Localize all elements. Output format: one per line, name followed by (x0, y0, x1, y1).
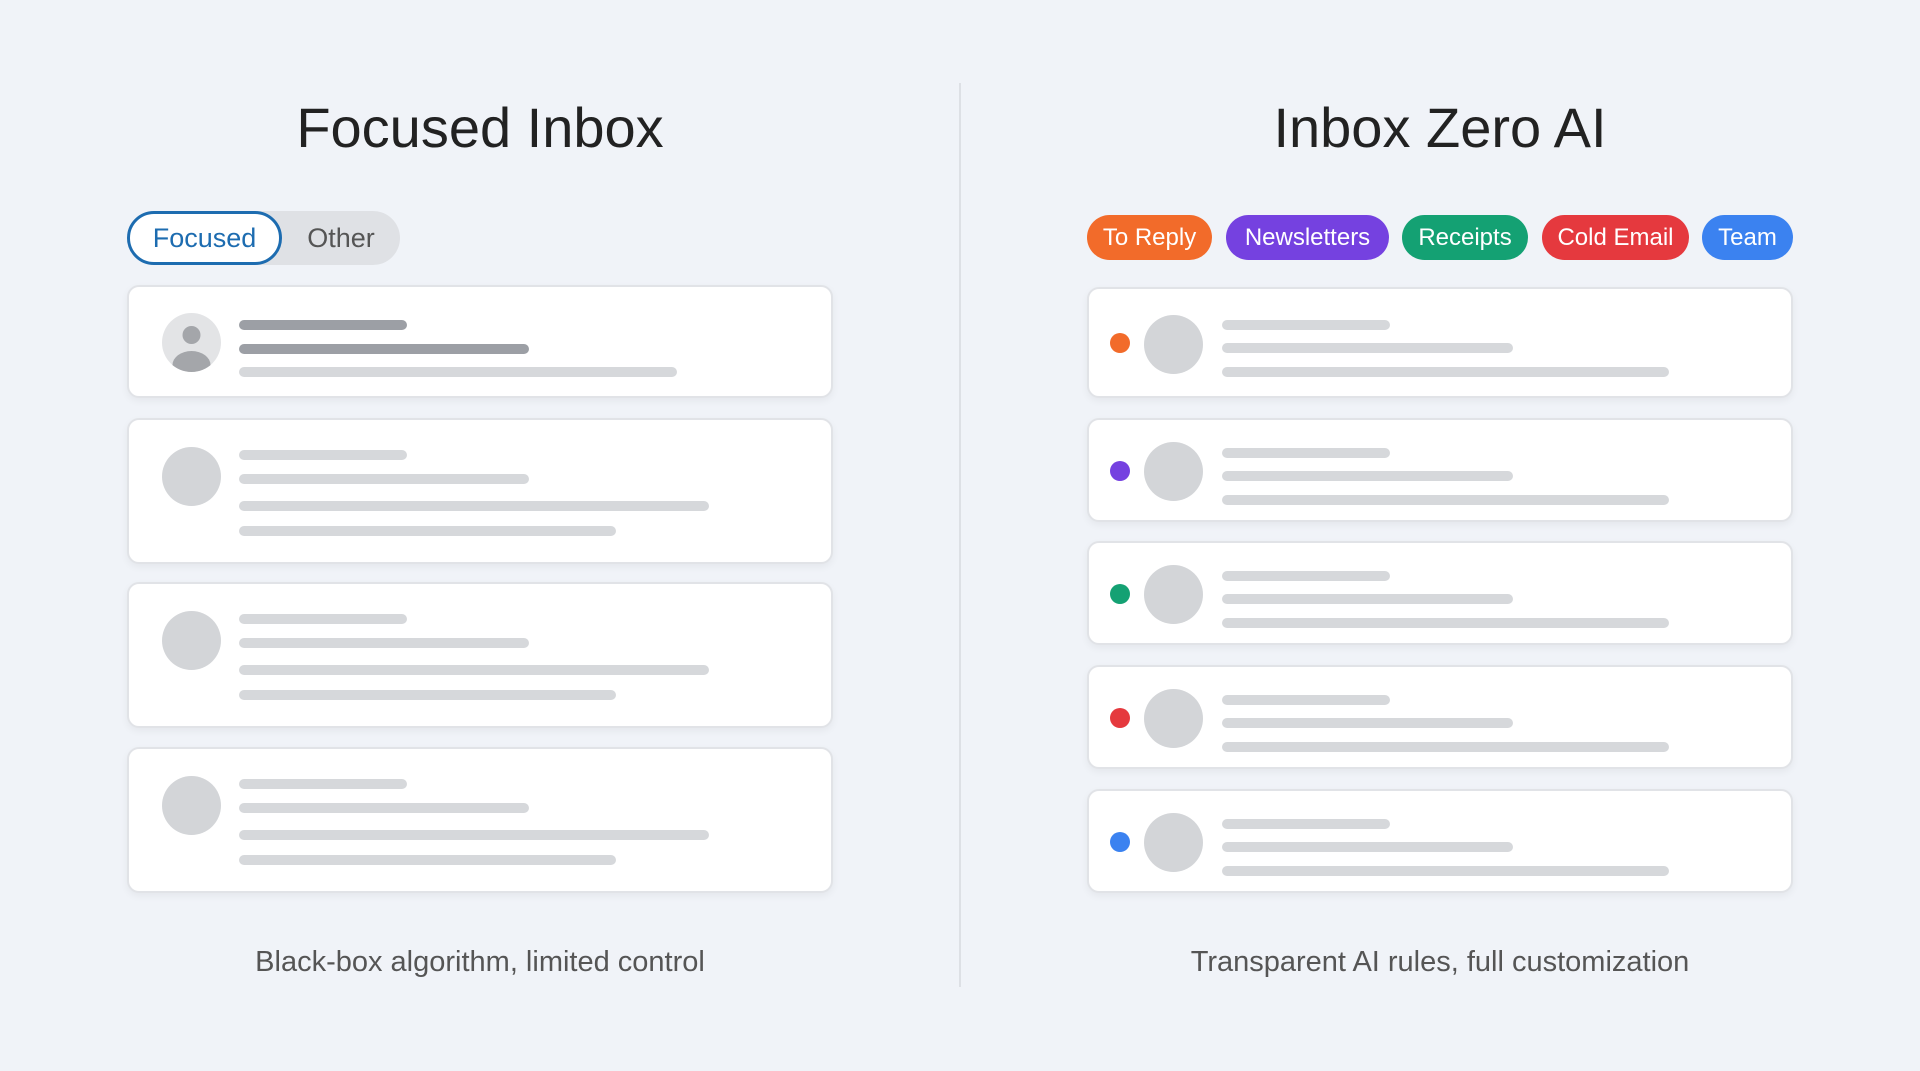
label-chip-newsletters[interactable]: Newsletters (1226, 215, 1389, 260)
divider (959, 83, 961, 987)
avatar (1144, 565, 1203, 624)
label-dot (1110, 708, 1130, 728)
text-placeholder-line (1222, 448, 1390, 458)
text-placeholder-line (239, 690, 616, 700)
label-dot (1110, 832, 1130, 852)
text-placeholder-line (1222, 742, 1669, 752)
avatar (1144, 689, 1203, 748)
label-chip-cold-email[interactable]: Cold Email (1542, 215, 1689, 260)
text-placeholder-line (239, 638, 529, 648)
tab-other[interactable]: Other (307, 222, 375, 253)
email-card[interactable] (127, 747, 833, 893)
text-placeholder-line (239, 779, 407, 789)
text-placeholder-line (1222, 718, 1513, 728)
text-placeholder-line (239, 344, 529, 354)
email-card[interactable] (1087, 665, 1793, 769)
text-placeholder-line (239, 320, 407, 330)
text-placeholder-line (239, 474, 529, 484)
text-placeholder-line (1222, 594, 1513, 604)
text-placeholder-line (1222, 866, 1669, 876)
text-placeholder-line (239, 803, 529, 813)
label-chip-to-reply[interactable]: To Reply (1087, 215, 1212, 260)
text-placeholder-line (239, 855, 616, 865)
email-card[interactable] (127, 418, 833, 564)
right-caption: Transparent AI rules, full customization (1190, 946, 1690, 978)
email-card[interactable] (1087, 287, 1793, 398)
text-placeholder-line (239, 501, 709, 511)
label-dot (1110, 584, 1130, 604)
label-chip-receipts[interactable]: Receipts (1402, 215, 1528, 260)
text-placeholder-line (1222, 495, 1669, 505)
avatar (1144, 315, 1203, 374)
inbox-zero-title: Inbox Zero AI (1273, 96, 1607, 159)
tab-focused[interactable]: Focused (127, 211, 282, 265)
email-card[interactable] (127, 285, 833, 398)
email-card[interactable] (1087, 418, 1793, 522)
avatar (162, 776, 221, 835)
person-icon (172, 326, 211, 372)
email-card[interactable] (1087, 541, 1793, 645)
focused-inbox-title: Focused Inbox (296, 96, 664, 159)
label-dot (1110, 461, 1130, 481)
text-placeholder-line (239, 830, 709, 840)
avatar (162, 313, 221, 372)
text-placeholder-line (1222, 320, 1390, 330)
text-placeholder-line (239, 450, 407, 460)
text-placeholder-line (1222, 571, 1390, 581)
text-placeholder-line (1222, 343, 1513, 353)
text-placeholder-line (1222, 695, 1390, 705)
focused-other-toggle: Focused Other (127, 211, 400, 265)
label-dot (1110, 333, 1130, 353)
text-placeholder-line (239, 367, 677, 377)
text-placeholder-line (1222, 471, 1513, 481)
text-placeholder-line (1222, 367, 1669, 377)
email-card[interactable] (1087, 789, 1793, 893)
left-caption: Black-box algorithm, limited control (255, 946, 705, 978)
avatar (162, 611, 221, 670)
text-placeholder-line (239, 614, 407, 624)
text-placeholder-line (1222, 842, 1513, 852)
label-chip-team[interactable]: Team (1702, 215, 1793, 260)
avatar (162, 447, 221, 506)
text-placeholder-line (1222, 618, 1669, 628)
text-placeholder-line (239, 526, 616, 536)
email-card[interactable] (127, 582, 833, 728)
avatar (1144, 813, 1203, 872)
text-placeholder-line (1222, 819, 1390, 829)
avatar (1144, 442, 1203, 501)
text-placeholder-line (239, 665, 709, 675)
